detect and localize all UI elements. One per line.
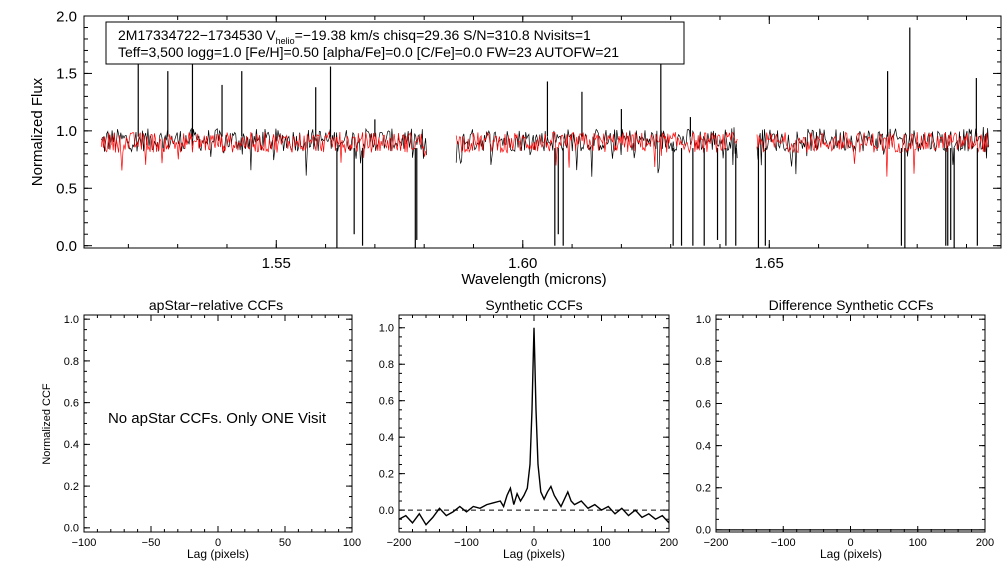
annotation-stats: =−19.38 km/s chisq=29.36 S/N=310.8 Nvisi… [295,27,591,43]
y-tick-label: 2.0 [56,8,77,25]
spectrum-annotation-box: 2M17334722−1734530 Vhelio=−19.38 km/s ch… [105,21,685,65]
y-tick-label: 1.0 [696,314,711,326]
y-tick-label: 1.5 [56,66,77,83]
apstar-ccf-axes: −100 −50 0 50 100 0.0 0.2 0.4 0.6 0.8 1.0 [64,314,361,549]
y-tick-label: 1.0 [56,123,77,140]
x-tick-label: −200 [387,537,412,549]
spectrum-observed-line [100,127,427,176]
apstar-ccf-message: No apStar CCFs. Only ONE Visit [108,410,327,427]
difference-ccf-title: Difference Synthetic CCFs [769,297,934,313]
difference-ccf-axes: −200 −100 0 100 200 0.0 0.2 0.4 0.6 0.8 1.0 [696,314,994,549]
synthetic-ccf-title: Synthetic CCFs [485,297,582,313]
spectrum-y-axis-label: Normalized Flux [29,77,46,186]
x-tick-label: 1.60 [508,255,537,272]
y-tick-label: 0.2 [696,483,711,495]
spectrum-observed-line [455,127,738,177]
x-tick-label: −100 [454,537,479,549]
apstar-ccf-x-axis-label: Lag (pixels) [187,547,249,561]
x-tick-label: 50 [279,537,291,549]
y-tick-label: 0.6 [64,397,79,409]
difference-ccf-x-axis-label: Lag (pixels) [820,547,882,561]
y-tick-label: 0.8 [696,356,711,368]
x-tick-label: 100 [343,537,361,549]
annotation-line-2: Teff=3,500 logg=1.0 [Fe/H]=0.50 [alpha/F… [118,44,619,60]
synthetic-ccf-trace [398,327,670,526]
apstar-ccf-title: apStar−relative CCFs [149,297,283,313]
x-tick-label: 200 [976,537,994,549]
synthetic-ccf-line [398,327,670,526]
apstar-ccf-y-axis-label: Normalized CCF [41,383,53,465]
annotation-frame [105,21,685,65]
y-tick-label: 0.4 [379,432,394,444]
x-tick-label: 1.55 [262,255,291,272]
x-tick-label: −100 [771,537,796,549]
synthetic-ccf-panel: Synthetic CCFs −200 −100 0 100 200 0.0 0.2 0.4 0… [379,297,678,561]
annotation-line-1: 2M17334722−1734530 Vhelio=−19.38 km/s ch… [118,27,591,46]
y-tick-label: 0.4 [696,440,711,452]
x-tick-label: 0 [531,537,537,549]
y-tick-label: 0.0 [64,523,79,535]
y-tick-label: 1.0 [64,314,79,326]
y-tick-label: 0.8 [64,356,79,368]
y-tick-label: 0.5 [56,181,77,198]
y-tick-label: 0.0 [379,505,394,517]
spectrum-observed-line [756,126,990,175]
x-tick-label: 0 [847,537,853,549]
y-tick-label: 0.2 [379,468,394,480]
x-tick-label: −100 [72,537,97,549]
spectrum-model-line [756,131,990,177]
spectrum-panel: 1.55 1.60 1.65 0.0 0.5 1.0 1.5 2.0 Wavelength (… [29,8,1002,288]
y-tick-label: 0.6 [696,398,711,410]
annotation-helio-subscript: helio [276,36,295,46]
annotation-star-and-v: 2M17334722−1734530 V [118,27,276,43]
y-tick-label: 0.0 [696,525,711,537]
synthetic-ccf-axes: −200 −100 0 100 200 0.0 0.2 0.4 0.6 0.8 1.0 [379,315,678,549]
x-tick-label: 200 [660,537,678,549]
y-tick-label: 0.0 [56,238,77,255]
synthetic-ccf-x-axis-label: Lag (pixels) [503,547,565,561]
y-tick-label: 0.6 [379,396,394,408]
x-tick-label: −50 [142,537,161,549]
x-tick-label: 100 [909,537,927,549]
spectrum-traces [100,27,990,248]
spectrum-model-line [100,130,427,171]
spectrum-x-axis-label: Wavelength (microns) [461,271,606,288]
x-tick-label: 100 [592,537,610,549]
y-tick-label: 0.4 [64,439,79,451]
difference-ccf-frame [715,314,986,533]
spectrum-model-line [455,131,738,168]
spectrum-axes: 1.55 1.60 1.65 0.0 0.5 1.0 1.5 2.0 [56,8,1001,272]
y-tick-label: 0.2 [64,481,79,493]
y-tick-label: 1.0 [379,323,394,335]
x-tick-label: −200 [704,537,729,549]
x-tick-label: 1.65 [755,255,784,272]
x-tick-label: 0 [215,537,221,549]
spectrum-plot-frame [83,15,1002,249]
y-tick-label: 0.8 [379,359,394,371]
apstar-ccf-panel: apStar−relative CCFs −100 −50 0 50 100 0.0 0.2… [41,297,361,561]
difference-ccf-panel: Difference Synthetic CCFs −200 −100 0 100 20… [696,297,994,561]
